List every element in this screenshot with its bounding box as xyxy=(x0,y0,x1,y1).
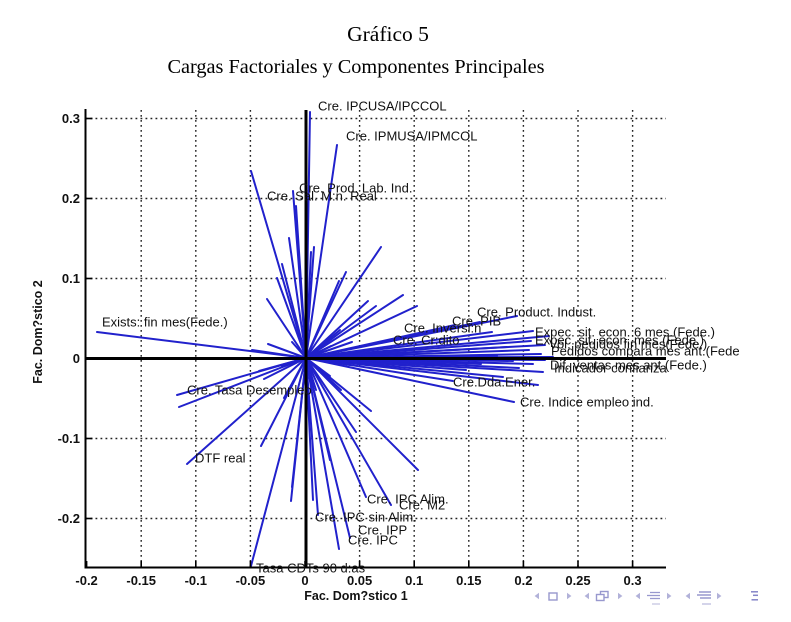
svg-text:DTF real: DTF real xyxy=(195,451,246,466)
svg-text:Cre. Product. Indust.: Cre. Product. Indust. xyxy=(477,305,596,320)
svg-text:Fac. Dom?stico 2: Fac. Dom?stico 2 xyxy=(31,280,45,384)
svg-text:Indicador confianza: Indicador confianza xyxy=(554,361,668,376)
svg-text:Cre. Sal. M:n. Real: Cre. Sal. M:n. Real xyxy=(267,189,377,204)
svg-text:0.1: 0.1 xyxy=(62,271,80,286)
svg-text:Expec. sit. econ. 6 mes.(Fede.: Expec. sit. econ. 6 mes.(Fede.) xyxy=(535,325,715,340)
svg-text:0.05: 0.05 xyxy=(347,573,372,588)
svg-text:Gráfico 5: Gráfico 5 xyxy=(347,22,429,46)
svg-text:-0.15: -0.15 xyxy=(126,573,156,588)
svg-text:-0.1: -0.1 xyxy=(58,431,80,446)
svg-text:Dif. ventas mes ant.(Fede.): Dif. ventas mes ant.(Fede.) xyxy=(550,358,707,373)
svg-text:0: 0 xyxy=(73,351,80,366)
svg-text:Cre. Cr:dito: Cre. Cr:dito xyxy=(393,333,459,348)
svg-text:Cre. Indice empleo ind.: Cre. Indice empleo ind. xyxy=(520,395,654,410)
svg-text:0.15: 0.15 xyxy=(456,573,481,588)
svg-text:Vol. pedidos fin mes(Fede.): Vol. pedidos fin mes(Fede.) xyxy=(549,337,707,352)
svg-text:-0.05: -0.05 xyxy=(236,573,266,588)
svg-text:0.3: 0.3 xyxy=(624,573,642,588)
svg-text:Cre. Inversi:n: Cre. Inversi:n xyxy=(404,321,481,336)
svg-text:-0.2: -0.2 xyxy=(75,573,97,588)
svg-text:0.3: 0.3 xyxy=(62,111,80,126)
svg-text:Fac. Dom?stico 1: Fac. Dom?stico 1 xyxy=(304,589,408,603)
svg-text:Expec. sit. econ. mes (Fede.): Expec. sit. econ. mes (Fede.) xyxy=(535,333,704,348)
svg-text:Cre. PIB: Cre. PIB xyxy=(452,314,501,329)
svg-text:-0.2: -0.2 xyxy=(58,511,80,526)
svg-text:Cre.Dda.Ener.: Cre.Dda.Ener. xyxy=(453,375,535,390)
svg-text:Cre. Prod. Lab. Ind.: Cre. Prod. Lab. Ind. xyxy=(299,181,412,196)
svg-text:0.2: 0.2 xyxy=(62,191,80,206)
svg-text:Pedidos compara mes ant.(Fede: Pedidos compara mes ant.(Fede xyxy=(551,344,740,359)
svg-text:0.25: 0.25 xyxy=(565,573,590,588)
svg-text:0.2: 0.2 xyxy=(514,573,532,588)
svg-text:-0.1: -0.1 xyxy=(185,573,207,588)
svg-text:Cargas Factoriales y Component: Cargas Factoriales y Componentes Princip… xyxy=(167,56,544,78)
svg-text:Cre. IPP: Cre. IPP xyxy=(358,523,407,538)
svg-text:Cre. IPC: Cre. IPC xyxy=(348,533,398,548)
svg-text:Exists: fin mes(Fede.): Exists: fin mes(Fede.) xyxy=(102,315,228,330)
svg-text:Cre. IPC sin Alim.: Cre. IPC sin Alim. xyxy=(315,510,417,525)
svg-text:Tasa CDTs 90 d:as: Tasa CDTs 90 d:as xyxy=(256,561,366,576)
svg-text:Cre. IPMUSA/IPMCOL: Cre. IPMUSA/IPMCOL xyxy=(346,129,477,144)
svg-text:Cre. M2: Cre. M2 xyxy=(399,498,445,513)
svg-text:0: 0 xyxy=(301,573,308,588)
svg-text:0.1: 0.1 xyxy=(405,573,423,588)
svg-text:Cre. IPC Alim.: Cre. IPC Alim. xyxy=(367,492,449,507)
svg-text:Cre. IPCUSA/IPCCOL: Cre. IPCUSA/IPCCOL xyxy=(318,99,447,114)
svg-text:Cre. Tasa Desempleo: Cre. Tasa Desempleo xyxy=(187,383,312,398)
